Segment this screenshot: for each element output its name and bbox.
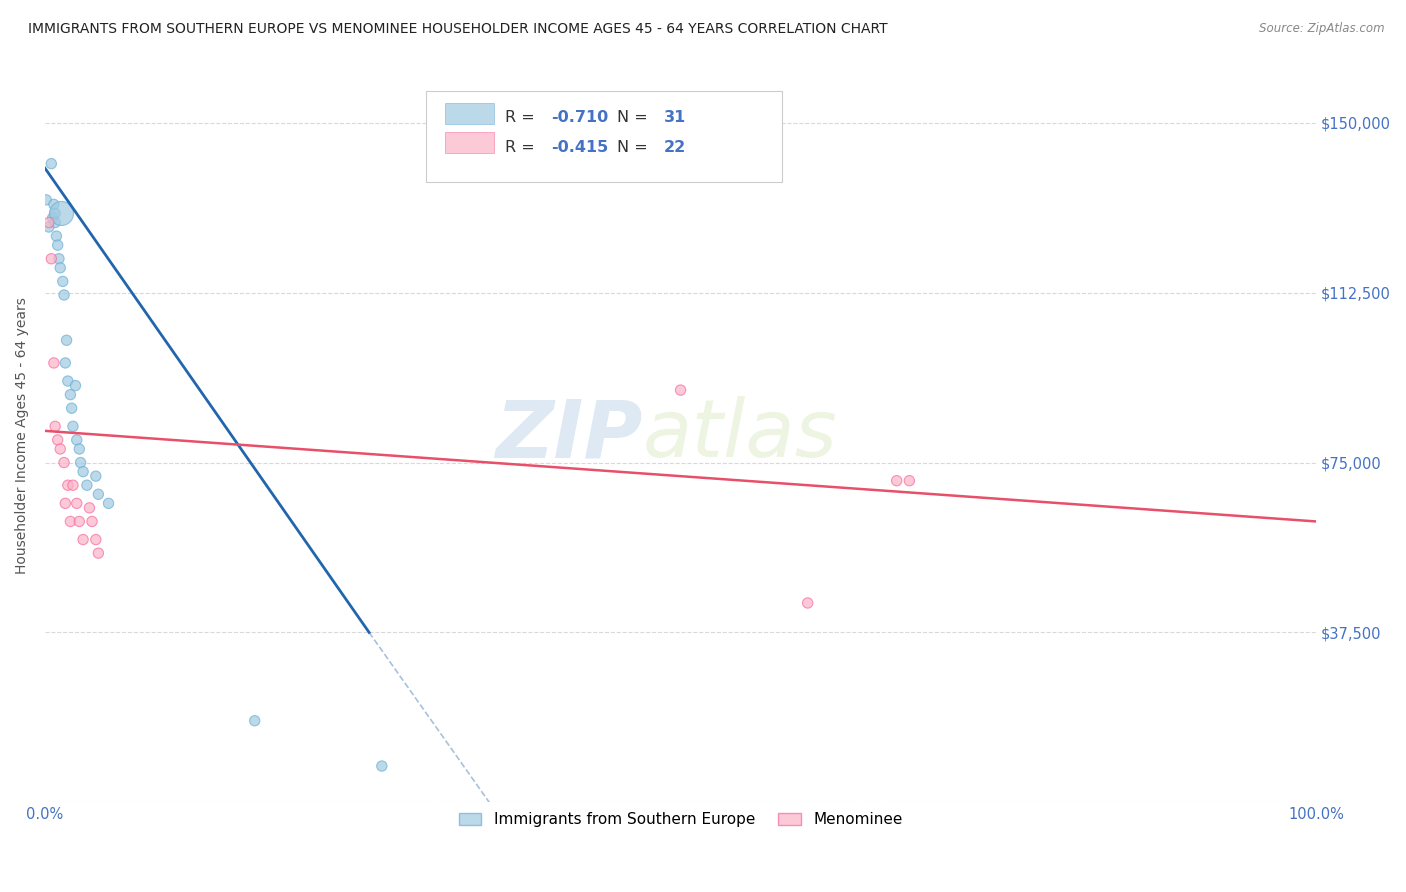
Point [72, 465, 94, 479]
Point [48, 252, 70, 266]
Legend: Immigrants from Southern Europe, Menominee: Immigrants from Southern Europe, Menomin… [451, 805, 910, 835]
Point [49, 442, 72, 456]
Point [87, 487, 110, 501]
Point [72, 533, 94, 547]
Point [59, 515, 82, 529]
Point [41, 252, 63, 266]
Point [53, 496, 76, 510]
Point [62, 419, 84, 434]
Point [49, 260, 72, 275]
Text: 22: 22 [664, 140, 686, 154]
Point [55, 333, 77, 347]
Point [44, 215, 66, 229]
Point [66, 496, 89, 510]
Point [53, 288, 76, 302]
Point [53, 456, 76, 470]
Point [87, 546, 110, 560]
Point [52, 274, 75, 288]
Point [44, 206, 66, 220]
Point [898, 474, 921, 488]
Point [76, 478, 98, 492]
Y-axis label: Householder Income Ages 45 - 64 years: Householder Income Ages 45 - 64 years [15, 297, 30, 574]
Text: atlas: atlas [643, 396, 837, 475]
Point [67, 442, 90, 456]
Point [35, 193, 58, 207]
Point [41, 156, 63, 170]
Point [796, 596, 818, 610]
Point [66, 433, 89, 447]
Point [84, 469, 107, 483]
Point [38, 220, 60, 235]
Point [60, 401, 83, 416]
Point [79, 500, 101, 515]
Point [53, 356, 76, 370]
Text: N =: N = [617, 111, 652, 126]
Point [56, 374, 79, 388]
Point [669, 383, 692, 397]
Point [44, 419, 66, 434]
Text: R =: R = [505, 111, 540, 126]
Point [42, 356, 65, 370]
Point [46, 238, 69, 252]
Point [59, 387, 82, 401]
Text: -0.415: -0.415 [551, 140, 609, 154]
Text: Source: ZipAtlas.com: Source: ZipAtlas.com [1260, 22, 1385, 36]
Point [69, 456, 91, 470]
Text: N =: N = [617, 140, 652, 154]
Text: IMMIGRANTS FROM SOUTHERN EUROPE VS MENOMINEE HOUSEHOLDER INCOME AGES 45 - 64 YEA: IMMIGRANTS FROM SOUTHERN EUROPE VS MENOM… [28, 22, 887, 37]
Text: 31: 31 [664, 111, 686, 126]
Point [84, 533, 107, 547]
Point [46, 433, 69, 447]
FancyBboxPatch shape [426, 90, 782, 182]
Point [41, 211, 63, 225]
Point [45, 229, 67, 244]
Point [67, 515, 90, 529]
Text: -0.710: -0.710 [551, 111, 609, 126]
Point [51, 206, 73, 220]
FancyBboxPatch shape [446, 103, 494, 124]
Point [80, 515, 103, 529]
Point [56, 478, 79, 492]
Point [38, 215, 60, 229]
Point [371, 759, 394, 773]
Point [97, 496, 120, 510]
Point [886, 474, 908, 488]
Point [243, 714, 266, 728]
Point [42, 197, 65, 211]
Point [62, 478, 84, 492]
FancyBboxPatch shape [446, 132, 494, 153]
Text: ZIP: ZIP [495, 396, 643, 475]
Text: R =: R = [505, 140, 540, 154]
Point [65, 378, 87, 392]
